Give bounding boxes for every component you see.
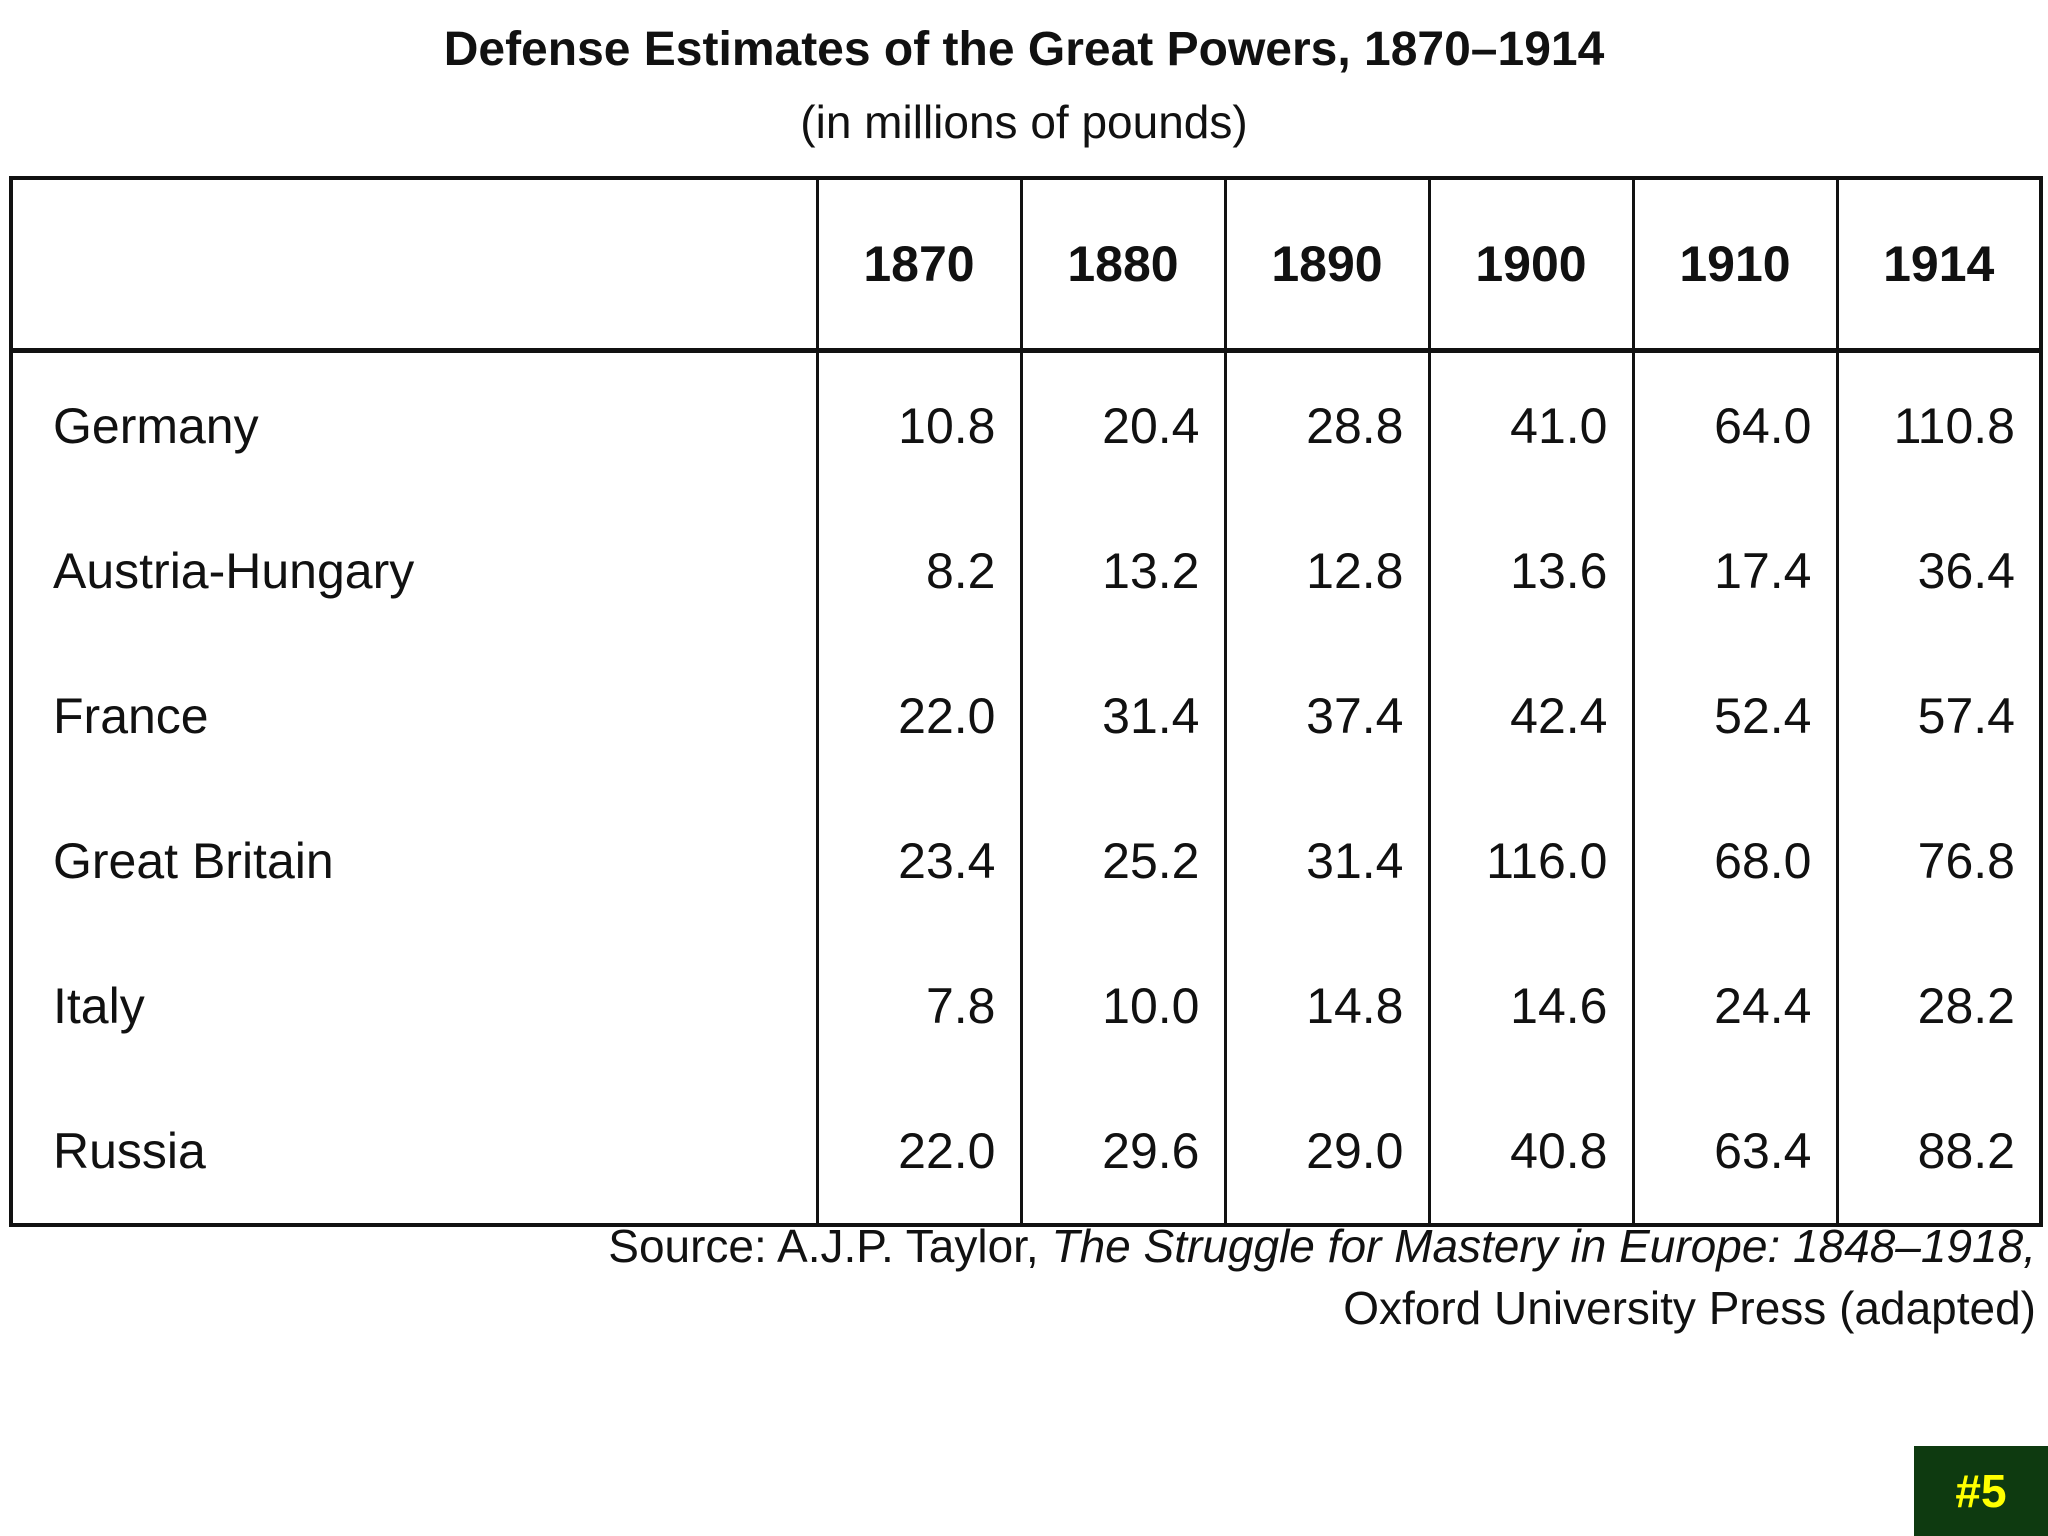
value-cell: 23.4 <box>815 788 1023 933</box>
value-cell: 20.4 <box>1019 350 1227 498</box>
value-cell: 52.4 <box>1631 643 1839 788</box>
value-cell: 31.4 <box>1019 643 1227 788</box>
country-label: Germany <box>9 350 819 498</box>
value-cell: 14.8 <box>1223 933 1431 1078</box>
value-cell: 36.4 <box>1835 498 2043 643</box>
year-header: 1914 <box>1835 178 2043 353</box>
country-label: France <box>9 643 819 788</box>
value-cell: 22.0 <box>815 643 1023 788</box>
value-cell: 110.8 <box>1835 350 2043 498</box>
country-label: Great Britain <box>9 788 819 933</box>
value-cell: 14.6 <box>1427 933 1635 1078</box>
value-cell: 8.2 <box>815 498 1023 643</box>
year-header: 1900 <box>1427 178 1635 353</box>
value-cell: 28.2 <box>1835 933 2043 1078</box>
value-cell: 40.8 <box>1427 1078 1635 1225</box>
value-cell: 25.2 <box>1019 788 1227 933</box>
table-row: Italy 7.8 10.0 14.8 14.6 24.4 28.2 <box>9 933 2043 1078</box>
chart-subtitle: (in millions of pounds) <box>800 96 1248 148</box>
corner-header-cell <box>9 178 819 353</box>
slide-number-badge: #5 <box>1914 1446 2048 1536</box>
value-cell: 24.4 <box>1631 933 1839 1078</box>
value-cell: 29.6 <box>1019 1078 1227 1225</box>
source-line-2: Oxford University Press (adapted) <box>1343 1282 2036 1334</box>
value-cell: 31.4 <box>1223 788 1431 933</box>
value-cell: 37.4 <box>1223 643 1431 788</box>
table-row: Germany 10.8 20.4 28.8 41.0 64.0 110.8 <box>9 350 2043 498</box>
year-header: 1870 <box>815 178 1023 353</box>
value-cell: 29.0 <box>1223 1078 1431 1225</box>
country-label: Austria-Hungary <box>9 498 819 643</box>
value-cell: 68.0 <box>1631 788 1839 933</box>
table-row: Austria-Hungary 8.2 13.2 12.8 13.6 17.4 … <box>9 498 2043 643</box>
value-cell: 63.4 <box>1631 1078 1839 1225</box>
value-cell: 28.8 <box>1223 350 1431 498</box>
chart-title: Defense Estimates of the Great Powers, 1… <box>443 23 1605 76</box>
defense-estimates-table: 1870 1880 1890 1900 1910 1914 Germany 10… <box>9 176 2043 1227</box>
header-row: 1870 1880 1890 1900 1910 1914 <box>9 178 2043 353</box>
year-header: 1880 <box>1019 178 1227 353</box>
value-cell: 12.8 <box>1223 498 1431 643</box>
value-cell: 116.0 <box>1427 788 1635 933</box>
value-cell: 13.6 <box>1427 498 1635 643</box>
value-cell: 64.0 <box>1631 350 1839 498</box>
table-row: France 22.0 31.4 37.4 42.4 52.4 57.4 <box>9 643 2043 788</box>
table-row: Great Britain 23.4 25.2 31.4 116.0 68.0 … <box>9 788 2043 933</box>
country-label: Italy <box>9 933 819 1078</box>
value-cell: 76.8 <box>1835 788 2043 933</box>
table-row: Russia 22.0 29.6 29.0 40.8 63.4 88.2 <box>9 1078 2043 1225</box>
source-line-1: Source: A.J.P. Taylor, The Struggle for … <box>608 1215 2036 1277</box>
source-citation: Source: A.J.P. Taylor, The Struggle for … <box>608 1215 2036 1339</box>
value-cell: 22.0 <box>815 1078 1023 1225</box>
value-cell: 57.4 <box>1835 643 2043 788</box>
source-prefix: Source: A.J.P. Taylor, <box>608 1220 1052 1272</box>
value-cell: 7.8 <box>815 933 1023 1078</box>
source-book-title: The Struggle for Mastery in Europe: 1848… <box>1051 1220 2037 1272</box>
year-header: 1910 <box>1631 178 1839 353</box>
value-cell: 10.0 <box>1019 933 1227 1078</box>
value-cell: 10.8 <box>815 350 1023 498</box>
value-cell: 42.4 <box>1427 643 1635 788</box>
value-cell: 41.0 <box>1427 350 1635 498</box>
value-cell: 17.4 <box>1631 498 1839 643</box>
country-label: Russia <box>9 1078 819 1225</box>
year-header: 1890 <box>1223 178 1431 353</box>
value-cell: 13.2 <box>1019 498 1227 643</box>
value-cell: 88.2 <box>1835 1078 2043 1225</box>
